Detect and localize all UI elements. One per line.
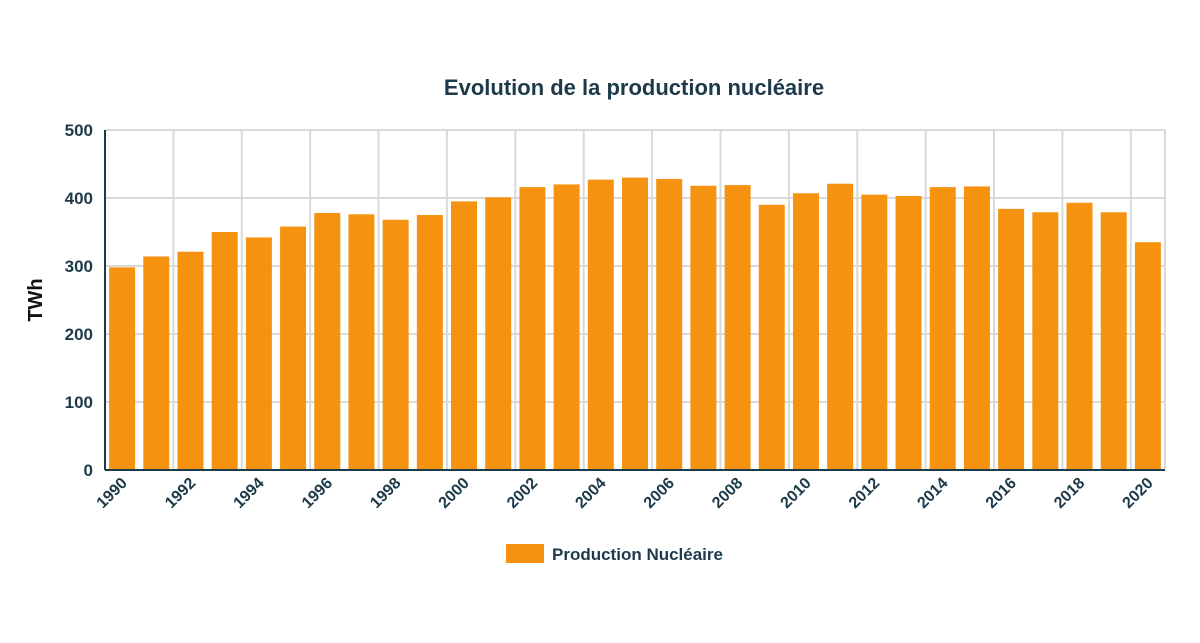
bar-2014	[929, 187, 956, 470]
legend-label: Production Nucléaire	[552, 545, 723, 564]
x-tick-label: 2002	[504, 475, 541, 512]
x-tick-labels: 1990 1992 1994 1996 1998 2000 2002 2004 2006 2008…	[94, 475, 1157, 512]
bar-2012	[861, 194, 888, 470]
bar-2004	[587, 179, 614, 470]
bar-1997	[348, 214, 375, 470]
x-tick-label: 1990	[94, 475, 131, 512]
x-tick-label: 2000	[436, 475, 473, 512]
legend: Production Nucléaire	[506, 544, 723, 564]
y-tick-label: 400	[65, 189, 93, 208]
x-tick-label: 2016	[983, 475, 1020, 512]
bar-2000	[451, 201, 478, 470]
bar-2018	[1066, 202, 1093, 470]
bar-2015	[963, 186, 990, 470]
chart-title: Evolution de la production nucléaire	[444, 75, 824, 100]
x-tick-label: 1998	[367, 475, 404, 512]
bar-1991	[143, 256, 170, 470]
bar-2011	[827, 183, 854, 470]
y-axis-label: TWh	[25, 278, 47, 321]
bar-2001	[485, 197, 512, 470]
bar-1992	[177, 251, 204, 470]
x-tick-label: 2018	[1051, 475, 1088, 512]
legend-swatch	[506, 544, 544, 563]
y-tick-label: 300	[65, 257, 93, 276]
y-tick-label: 100	[65, 393, 93, 412]
bar-1990	[109, 267, 136, 470]
bar-1996	[314, 212, 341, 470]
bar-2007	[690, 185, 717, 470]
bar-2010	[792, 193, 819, 471]
x-tick-label: 2006	[641, 475, 678, 512]
bar-1995	[280, 226, 307, 470]
bar-1998	[382, 219, 409, 470]
y-tick-label: 500	[65, 121, 93, 140]
bar-2017	[1032, 212, 1059, 470]
bar-2020	[1134, 242, 1161, 470]
bar-2002	[519, 187, 546, 470]
y-tick-label: 0	[84, 461, 93, 480]
x-tick-label: 2008	[709, 475, 746, 512]
bar-1993	[211, 232, 238, 470]
bar-2016	[998, 208, 1025, 470]
bar-2019	[1100, 212, 1127, 470]
x-tick-label: 2020	[1120, 475, 1157, 512]
y-tick-label: 200	[65, 325, 93, 344]
bar-2008	[724, 185, 751, 470]
bar-2009	[758, 204, 785, 471]
bar-1994	[245, 237, 272, 470]
bar-2006	[656, 178, 683, 470]
bar-2003	[553, 184, 580, 470]
x-tick-label: 1992	[162, 475, 199, 512]
x-tick-label: 1996	[299, 475, 336, 512]
x-gridlines	[172, 130, 1166, 470]
bars	[109, 177, 1161, 471]
x-tick-label: 2014	[914, 475, 951, 512]
x-tick-label: 2010	[778, 475, 815, 512]
bar-1999	[416, 215, 443, 470]
y-tick-labels: 0 100 200 300 400 500	[65, 121, 93, 480]
bar-2005	[622, 177, 648, 470]
x-tick-label: 1994	[231, 475, 268, 512]
x-tick-label: 2004	[572, 475, 609, 512]
bar-2013	[895, 195, 922, 470]
x-tick-label: 2012	[846, 475, 883, 512]
